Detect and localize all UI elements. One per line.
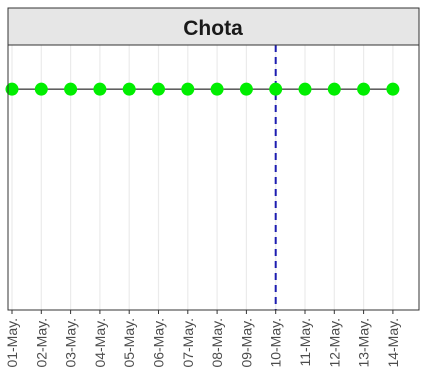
data-point-01-May. <box>5 82 19 96</box>
data-point-12-May. <box>327 82 341 96</box>
x-tick-label: 03-May. <box>63 318 79 368</box>
x-tick-label: 01-May. <box>4 318 20 368</box>
points-group <box>5 82 400 96</box>
data-point-13-May. <box>357 82 371 96</box>
x-axis: 01-May. 02-May. 03-May. 04-May. 05-May. 06-Ma… <box>4 310 401 368</box>
data-point-06-May. <box>152 82 165 96</box>
x-tick-label: 07-May. <box>180 318 196 368</box>
data-point-09-May. <box>239 82 253 96</box>
x-tick-label: 10-May. <box>268 318 284 368</box>
data-point-11-May. <box>298 82 312 96</box>
data-point-05-May. <box>122 82 136 96</box>
strip-background <box>7 7 420 46</box>
data-point-07-May. <box>181 82 195 96</box>
x-tick-label: 05-May. <box>121 318 137 368</box>
data-point-03-May. <box>64 82 78 96</box>
data-point-02-May. <box>34 82 48 96</box>
x-tick-label: 11-May. <box>297 318 313 367</box>
panel-border <box>7 44 420 311</box>
x-tick-label: 13-May. <box>356 318 372 368</box>
data-point-08-May. <box>210 82 224 96</box>
data-point-10-May. <box>269 82 283 96</box>
panel-title: Chota <box>183 17 243 40</box>
data-point-14-May. <box>386 82 400 96</box>
data-point-04-May. <box>93 82 107 96</box>
x-tick-label: 06-May. <box>151 318 167 368</box>
x-tick-label: 14-May. <box>385 318 401 368</box>
x-tick-label: 12-May. <box>326 318 342 368</box>
x-tick-label: 02-May. <box>33 318 49 368</box>
x-tick-label: 09-May. <box>238 318 254 368</box>
x-tick-label: 04-May. <box>92 318 108 368</box>
x-tick-label: 08-May. <box>209 318 225 368</box>
